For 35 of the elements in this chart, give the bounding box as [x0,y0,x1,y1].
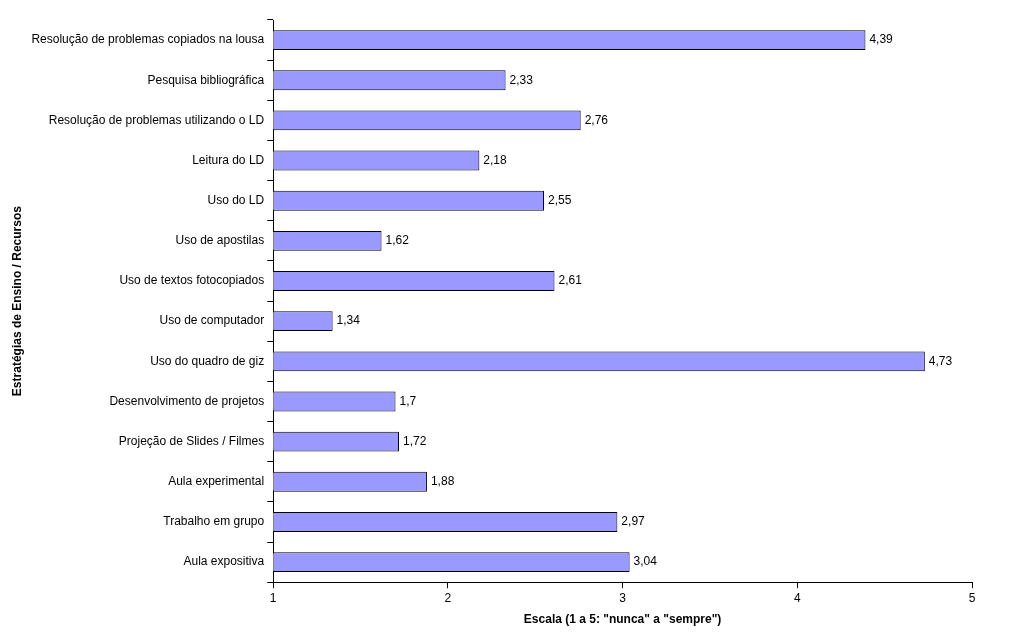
y-tick-label: Aula expositiva [183,554,265,569]
y-tick-label: Uso de textos fotocopiados [119,273,265,288]
y-tick-label: Uso do quadro de giz [150,353,265,368]
x-tick-label: 4 [793,590,801,605]
x-tick-label: 2 [444,590,452,605]
data-label: 2,76 [584,112,609,127]
data-label: 1,7 [399,393,417,408]
data-label: 2,61 [558,273,583,288]
y-tick-label: Desenvolvimento de projetos [109,393,265,408]
y-tick-label: Uso do LD [207,193,265,208]
y-tick-label: Uso de apostilas [175,233,265,248]
data-label: 3,04 [633,554,658,569]
data-label: 4,73 [928,353,953,368]
data-label: 1,88 [430,474,455,489]
y-tick-label: Trabalho em grupo [163,514,265,529]
data-label: 4,39 [869,32,894,47]
data-label: 2,97 [621,514,646,529]
y-tick-label: Resolução de problemas utilizando o LD [48,112,265,127]
y-tick-label: Projeção de Slides / Filmes [118,433,265,448]
y-tick-label: Pesquisa bibliográfica [147,72,265,87]
data-label: 1,72 [403,433,427,448]
data-label: 2,18 [483,152,508,167]
y-tick-label: Leitura do LD [192,152,265,167]
x-axis-title: Escala (1 a 5: "nunca" a "sempre") [523,612,722,627]
data-label: 1,34 [336,313,361,328]
y-tick-label: Uso de computador [159,313,265,328]
data-label: 2,33 [509,72,534,87]
y-tick-label: Resolução de problemas copiados na lousa [31,32,265,47]
x-tick-label: 1 [269,590,277,605]
data-label: 1,62 [385,233,410,248]
data-label: 2,55 [548,193,572,208]
y-tick-label: Aula experimental [168,474,265,489]
x-tick-label: 3 [619,590,627,605]
y-axis-title: Estratégias de Ensino / Recursos [9,205,24,397]
x-tick-label: 5 [968,590,976,605]
